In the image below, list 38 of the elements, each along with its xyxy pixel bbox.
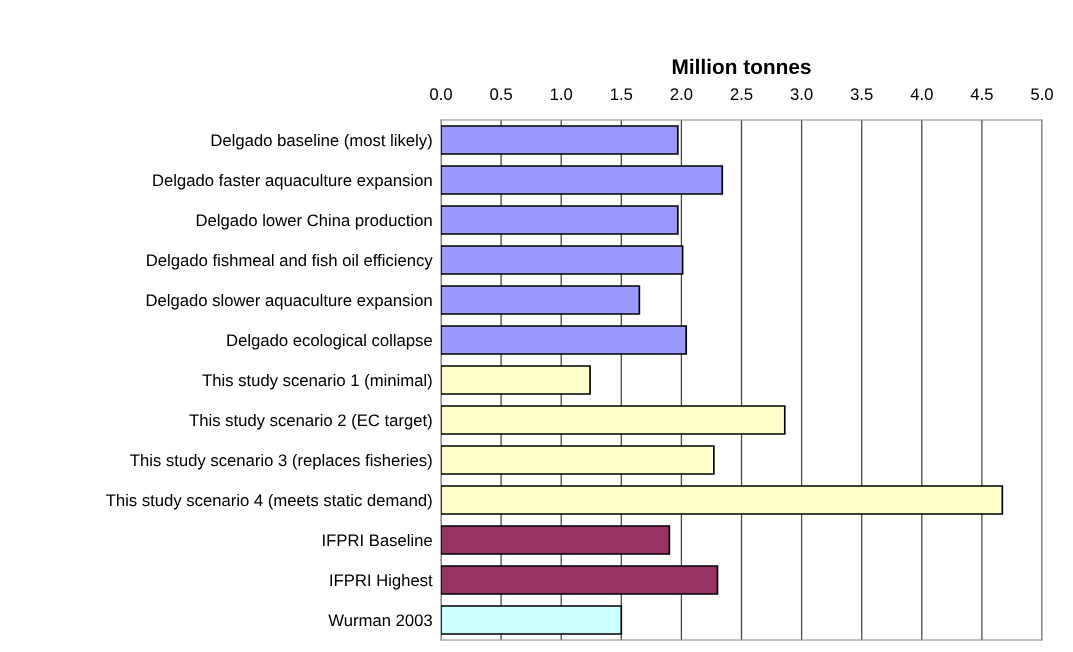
x-tick-label: 3.0 <box>790 88 813 101</box>
y-tick-label: This study scenario 1 (minimal) <box>202 373 432 390</box>
x-tick-label: 2.0 <box>670 88 693 101</box>
x-tick-label: 2.5 <box>730 88 753 101</box>
bar <box>441 445 715 475</box>
x-tick-label: 4.0 <box>910 88 933 101</box>
y-tick-label: Delgado slower aquaculture expansion <box>146 293 432 310</box>
bar <box>441 565 719 595</box>
y-tick-label: Delgado baseline (most likely) <box>211 133 432 150</box>
y-tick-label: This study scenario 4 (meets static demand) <box>106 493 432 510</box>
bar <box>441 365 591 395</box>
bar <box>441 205 679 235</box>
bar <box>441 165 724 195</box>
x-tick-label: 0.5 <box>490 88 512 101</box>
bar <box>441 605 623 635</box>
y-tick-label: Delgado faster aquaculture expansion <box>153 173 432 190</box>
x-tick-label: 1.5 <box>610 88 633 101</box>
x-tick-label: 5.0 <box>1031 88 1053 101</box>
x-axis-title: Million tonnes <box>672 58 811 75</box>
y-tick-label: Delgado fishmeal and fish oil efficiency <box>147 253 433 270</box>
y-tick-label: This study scenario 3 (replaces fisheries) <box>130 453 432 470</box>
bar <box>441 125 679 155</box>
bar <box>441 485 1004 515</box>
bar <box>441 285 641 315</box>
y-tick-label: Delgado ecological collapse <box>227 333 432 350</box>
y-tick-label: IFPRI Highest <box>330 573 433 590</box>
bar <box>441 245 684 275</box>
bar <box>441 525 671 555</box>
x-tick-label: 0.0 <box>430 88 452 101</box>
y-tick-label: Delgado lower China production <box>196 213 432 230</box>
y-tick-label: This study scenario 2 (EC target) <box>189 413 432 430</box>
x-tick-label: 4.5 <box>970 88 993 101</box>
y-tick-label: Wurman 2003 <box>328 614 432 627</box>
y-tick-label: IFPRI Baseline <box>323 533 432 547</box>
bar <box>441 405 786 435</box>
x-tick-label: 3.5 <box>850 88 873 101</box>
bar <box>441 325 688 355</box>
x-tick-label: 1.0 <box>550 88 573 101</box>
